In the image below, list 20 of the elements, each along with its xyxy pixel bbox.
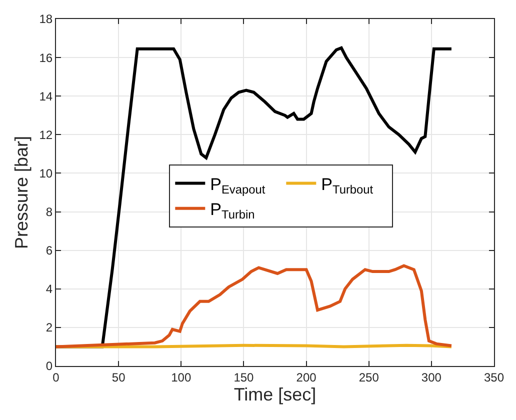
y-tick-label: 2	[46, 320, 53, 335]
x-tick-label: 350	[484, 370, 504, 384]
x-axis-title: Time [sec]	[234, 384, 316, 404]
y-tick-label: 6	[46, 244, 53, 258]
y-tick-label: 18	[39, 12, 53, 26]
y-tick-label: 14	[39, 89, 53, 104]
y-tick-label: 0	[46, 359, 53, 374]
line-series	[56, 264, 453, 348]
x-tick-label: 300	[421, 370, 442, 384]
x-tick-label: 150	[234, 370, 254, 384]
x-tick-label: 250	[358, 370, 380, 384]
x-tick-label: 100	[171, 370, 192, 384]
y-tick-label: 4	[46, 282, 53, 296]
y-tick-label: 8	[46, 204, 53, 219]
y-tick-label: 10	[39, 166, 53, 180]
y-tick-label: 12	[39, 128, 53, 142]
y-axis-title: Pressure [bar]	[11, 136, 32, 250]
y-tick-label: 16	[39, 50, 53, 65]
x-tick-label: 50	[112, 370, 126, 384]
x-tick-label: 200	[296, 370, 317, 384]
